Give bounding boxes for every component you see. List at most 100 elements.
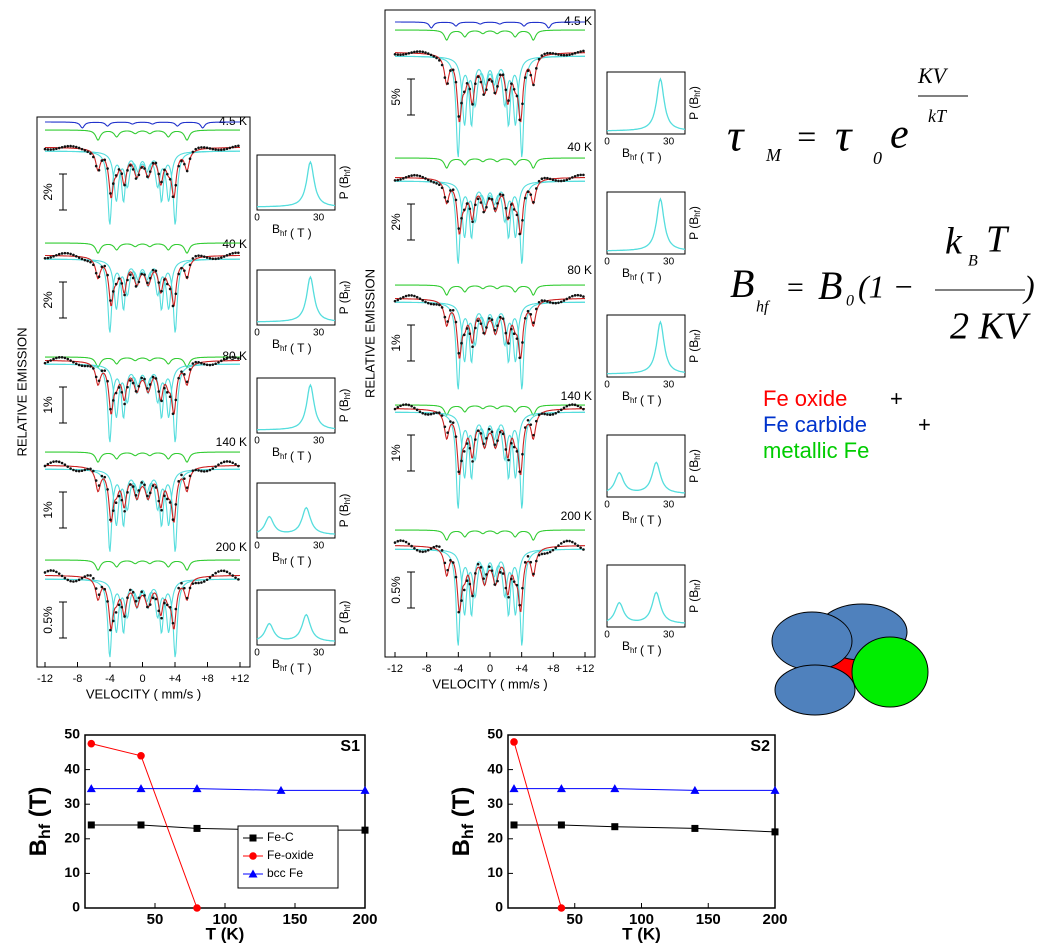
- equation-part: B: [730, 261, 754, 306]
- data-point: [140, 590, 143, 594]
- data-point: [487, 317, 491, 320]
- data-point: [568, 177, 571, 180]
- data-point: [220, 148, 223, 152]
- data-point: [46, 569, 50, 573]
- data-point: [185, 486, 189, 489]
- inset-zero: 0: [254, 328, 260, 339]
- data-point: [111, 399, 115, 402]
- metal-curve: [45, 451, 240, 463]
- data-point: [180, 266, 183, 270]
- scale-label: 1%: [41, 501, 55, 519]
- data-point: [131, 276, 135, 280]
- data-point: [573, 174, 577, 178]
- data-point: [157, 172, 161, 176]
- data-point: [131, 168, 135, 171]
- data-point: [151, 484, 155, 487]
- data-point: [194, 147, 198, 151]
- data-point: [476, 197, 480, 201]
- inset-thirty: 30: [663, 500, 675, 511]
- label-part: P (B: [687, 340, 701, 363]
- data-point: [83, 258, 87, 262]
- data-point: [225, 570, 229, 574]
- metal-curve: [395, 29, 585, 41]
- carbide-curve: [395, 21, 585, 29]
- data-point: [510, 441, 513, 445]
- data-point: [493, 207, 497, 210]
- data-point: [174, 398, 178, 402]
- equation-part: ): [1022, 268, 1035, 304]
- label-part: hf: [693, 332, 702, 339]
- data-point: [183, 162, 186, 166]
- data-point: [551, 178, 555, 182]
- data-point: [532, 321, 535, 325]
- data-point: [92, 469, 95, 473]
- data-point: [106, 167, 109, 170]
- data-point: [543, 299, 546, 303]
- label-part: B: [272, 445, 280, 459]
- scale-label: 0.5%: [389, 576, 403, 604]
- inset-zero: 0: [604, 137, 610, 148]
- data-point: [183, 586, 186, 590]
- data-point: [485, 326, 488, 329]
- data-point: [396, 178, 400, 182]
- data-point: [77, 256, 81, 259]
- inset-x-label: Bhf ( T ): [622, 146, 662, 164]
- data-point: [46, 256, 50, 260]
- data-point: [63, 251, 67, 255]
- data-point: [237, 578, 240, 581]
- label-part: B: [622, 509, 630, 523]
- carbide-curve: [45, 121, 240, 129]
- equation-part: τ: [727, 110, 745, 161]
- data-point: [94, 271, 98, 275]
- data-point: [407, 542, 411, 546]
- cyan-curve: [395, 301, 585, 363]
- marker: [611, 823, 619, 831]
- inset-y-label: P (Bhf): [687, 86, 702, 120]
- x-axis-label: VELOCITY ( mm/s ): [432, 676, 547, 691]
- inset-curve: [607, 77, 686, 132]
- x-tick-label: 200: [352, 911, 377, 928]
- data-point: [457, 351, 461, 355]
- data-point: [568, 403, 571, 407]
- data-point: [60, 355, 64, 359]
- label-part: P (B: [687, 590, 701, 613]
- label-part: hf: [280, 664, 287, 673]
- data-point: [396, 298, 400, 302]
- data-point: [63, 145, 67, 148]
- data-point: [410, 404, 413, 408]
- cyan-curve: [395, 301, 585, 390]
- data-point: [548, 550, 552, 554]
- data-point: [211, 573, 215, 577]
- data-point: [211, 363, 215, 366]
- inset-y-label: P (Bhf): [337, 166, 352, 200]
- data-point: [200, 146, 203, 149]
- data-point: [424, 300, 427, 304]
- data-point: [171, 621, 175, 625]
- data-point: [146, 281, 149, 285]
- data-point: [197, 146, 200, 150]
- data-point: [165, 172, 169, 176]
- label-part: hf: [460, 823, 477, 839]
- data-point: [80, 576, 84, 580]
- data-point: [154, 269, 158, 273]
- data-point: [43, 464, 47, 468]
- data-point: [501, 193, 505, 197]
- data-point: [69, 144, 72, 148]
- data-point: [63, 463, 67, 467]
- data-point: [507, 342, 510, 345]
- data-point: [443, 196, 447, 199]
- data-point: [535, 559, 538, 563]
- data-point: [154, 597, 158, 601]
- data-point: [109, 299, 112, 302]
- data-point: [554, 301, 558, 305]
- data-point: [188, 157, 192, 161]
- metal-curve: [45, 356, 240, 368]
- legend-text: Fe carbide: [763, 412, 867, 437]
- data-point: [52, 460, 55, 463]
- data-point: [52, 357, 55, 361]
- data-point: [413, 294, 416, 298]
- data-point: [426, 413, 430, 416]
- data-point: [396, 539, 400, 543]
- cyan-curve: [395, 55, 585, 126]
- legend-marker: [249, 834, 257, 842]
